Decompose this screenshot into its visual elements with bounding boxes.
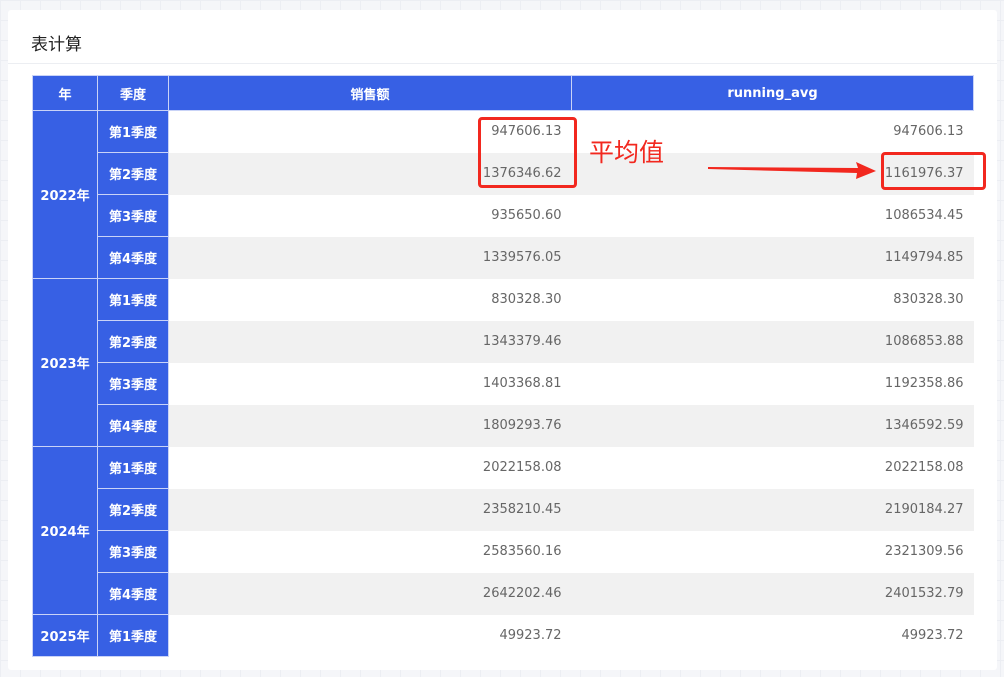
- table-row: 2022年 第1季度 947606.13 947606.13: [32, 110, 974, 279]
- quarter-cell[interactable]: 第1季度: [97, 446, 169, 489]
- quarter-cell[interactable]: 第2季度: [97, 320, 169, 363]
- table-row: 第2季度 1376346.62 1161976.37: [33, 152, 974, 195]
- header-running-avg[interactable]: running_avg: [571, 75, 974, 111]
- quarter-cell[interactable]: 第4季度: [97, 572, 169, 615]
- quarter-cell[interactable]: 第1季度: [97, 614, 169, 657]
- sales-cell[interactable]: 2583560.16: [482, 544, 562, 559]
- table-row: 第4季度 2642202.46 2401532.79: [33, 572, 974, 615]
- quarter-cell[interactable]: 第1季度: [97, 110, 169, 153]
- year-cell[interactable]: 2023年: [32, 278, 98, 447]
- header-year[interactable]: 年: [32, 75, 98, 111]
- sales-cell[interactable]: 1809293.76: [168, 404, 572, 447]
- sales-cell[interactable]: 1403368.81: [482, 376, 562, 391]
- running-avg-cell[interactable]: 49923.72: [901, 628, 964, 643]
- running-avg-cell[interactable]: 2401532.79: [571, 572, 974, 615]
- running-avg-cell[interactable]: 1346592.59: [571, 404, 974, 447]
- sales-cell[interactable]: 49923.72: [499, 628, 562, 643]
- card-title: 表计算: [31, 35, 82, 55]
- quarter-cell[interactable]: 第2季度: [97, 152, 169, 195]
- divider: [8, 63, 997, 64]
- annotation-box-avg: [881, 152, 986, 190]
- sales-cell[interactable]: 2022158.08: [482, 460, 562, 475]
- quarter-cell[interactable]: 第2季度: [97, 488, 169, 531]
- quarter-cell[interactable]: 第3季度: [97, 194, 169, 237]
- table-row: 2024年 第1季度 2022158.08 2022158.08: [32, 446, 974, 615]
- running-avg-cell[interactable]: 1086534.45: [884, 208, 964, 223]
- sales-cell[interactable]: 830328.30: [491, 292, 562, 307]
- sales-cell[interactable]: 1339576.05: [168, 236, 572, 279]
- table-row: 第4季度 1339576.05 1149794.85: [33, 236, 974, 279]
- table-row: 第2季度 2358210.45 2190184.27: [33, 488, 974, 531]
- sales-cell[interactable]: 1376346.62: [168, 152, 572, 195]
- year-cell[interactable]: 2025年: [32, 614, 98, 657]
- running-avg-cell[interactable]: 830328.30: [893, 292, 964, 307]
- quarter-cell[interactable]: 第3季度: [97, 530, 169, 573]
- quarter-cell[interactable]: 第1季度: [97, 278, 169, 321]
- running-avg-cell[interactable]: 1149794.85: [571, 236, 974, 279]
- running-avg-cell[interactable]: 1192358.86: [884, 376, 964, 391]
- table-row: 第3季度 2583560.16 2321309.56: [33, 530, 974, 573]
- pivot-table: 年 季度 销售额 running_avg 2022年 第1季度 947606.13 9…: [32, 75, 974, 657]
- running-avg-cell[interactable]: 2190184.27: [571, 488, 974, 531]
- running-avg-cell[interactable]: 2321309.56: [884, 544, 964, 559]
- header-row: 年 季度 销售额 running_avg: [32, 75, 974, 111]
- table-row: 第2季度 1343379.46 1086853.88: [33, 320, 974, 363]
- year-cell[interactable]: 2024年: [32, 446, 98, 615]
- table-row: 2023年 第1季度 830328.30 830328.30: [32, 278, 974, 447]
- quarter-cell[interactable]: 第4季度: [97, 404, 169, 447]
- sales-cell[interactable]: 2358210.45: [168, 488, 572, 531]
- table-row: 2025年 第1季度 49923.72 49923.72: [32, 614, 974, 657]
- running-avg-cell[interactable]: 2022158.08: [884, 460, 964, 475]
- sales-cell[interactable]: 1343379.46: [168, 320, 572, 363]
- header-sales[interactable]: 销售额: [168, 75, 572, 111]
- table-row: 第3季度 935650.60 1086534.45: [33, 194, 974, 237]
- quarter-cell[interactable]: 第4季度: [97, 236, 169, 279]
- sales-cell[interactable]: 935650.60: [491, 208, 562, 223]
- table-row: 第3季度 1403368.81 1192358.86: [33, 362, 974, 405]
- annotation-box-sales: [478, 117, 577, 188]
- running-avg-cell[interactable]: 947606.13: [893, 124, 964, 140]
- quarter-cell[interactable]: 第3季度: [97, 362, 169, 405]
- annotation-label: 平均值: [589, 138, 665, 167]
- table-calc-card: 表计算 年 季度 销售额 running_avg 2022年 第1季度 947606…: [8, 10, 997, 670]
- table-row: 第4季度 1809293.76 1346592.59: [33, 404, 974, 447]
- sales-cell[interactable]: 2642202.46: [168, 572, 572, 615]
- year-cell[interactable]: 2022年: [32, 110, 98, 279]
- sales-cell[interactable]: 947606.13: [491, 124, 562, 140]
- running-avg-cell[interactable]: 1086853.88: [571, 320, 974, 363]
